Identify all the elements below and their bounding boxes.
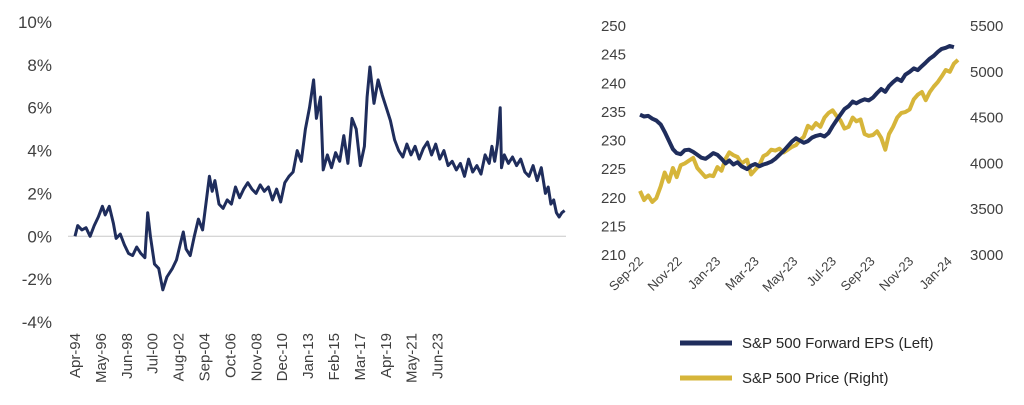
right-chart: 210 215 220 225 230 235 240 245 250 3000 3500 4000…: [601, 18, 1003, 295]
legend-label-eps: S&P 500 Forward EPS (Left): [742, 335, 933, 352]
right-chart-x-tick-label: Sep-23: [837, 254, 877, 294]
left-y-tick-label: 0%: [27, 227, 52, 246]
left-y-tick-label: -2%: [22, 270, 52, 289]
right-chart-x-tick-label: Jan-24: [916, 254, 955, 293]
right-chart-left-y-tick-label: 210: [601, 247, 626, 264]
right-chart-left-y-tick-label: 250: [601, 18, 626, 35]
right-chart-x-tick-label: Jul-23: [803, 254, 839, 290]
left-x-tick-label: Oct-06: [222, 333, 239, 378]
left-y-tick-label: 2%: [27, 184, 52, 203]
right-chart-left-y-tick-label: 225: [601, 161, 626, 178]
right-chart-right-y-tick-label: 4000: [970, 155, 1003, 172]
left-y-tick-label: -4%: [22, 313, 52, 332]
left-x-tick-label: Jun-23: [430, 333, 447, 379]
left-x-tick-label: Nov-08: [248, 333, 265, 381]
legend: S&P 500 Forward EPS (Left) S&P 500 Price…: [680, 335, 933, 387]
right-chart-left-y-tick-label: 220: [601, 190, 626, 207]
right-chart-x-tick-label: Nov-23: [876, 254, 916, 294]
left-x-tick-label: Sep-04: [197, 333, 214, 381]
left-x-axis: Apr-94 May-96 Jun-98 Jul-00 Aug-02 Sep-04 Oct-…: [67, 333, 447, 383]
left-chart: -4% -2% 0% 2% 4% 6% 8% 10% Apr-94 May-96 Jun-98 Ju…: [18, 13, 566, 383]
right-chart-left-y-tick-label: 235: [601, 104, 626, 121]
left-x-tick-label: Apr-94: [67, 333, 84, 378]
left-x-tick-label: Dec-10: [274, 333, 291, 381]
left-y-tick-label: 4%: [27, 142, 52, 161]
series-line-price: [638, 58, 960, 204]
right-chart-left-y-tick-label: 245: [601, 47, 626, 64]
left-y-tick-label: 10%: [18, 13, 52, 32]
series-line-forward-eps: [639, 44, 955, 172]
right-chart-right-y-tick-label: 5500: [970, 18, 1003, 35]
right-chart-right-y-tick-label: 3000: [970, 247, 1003, 264]
left-x-tick-label: Aug-02: [171, 333, 188, 381]
right-chart-right-y-tick-label: 4500: [970, 110, 1003, 127]
right-chart-left-y-tick-label: 240: [601, 75, 626, 92]
left-x-tick-label: Jul-00: [145, 333, 162, 374]
right-chart-x-tick-label: Nov-22: [644, 254, 684, 294]
left-x-tick-label: Mar-17: [352, 333, 369, 381]
right-chart-left-y-tick-label: 230: [601, 133, 626, 150]
right-chart-left-y-axis: 210 215 220 225 230 235 240 245 250: [601, 18, 626, 264]
left-x-tick-label: Jun-98: [119, 333, 136, 379]
right-chart-series: [638, 44, 960, 204]
left-x-tick-label: Feb-15: [326, 333, 343, 381]
left-x-tick-label: May-96: [93, 333, 110, 383]
right-chart-x-tick-label: May-23: [759, 254, 800, 295]
right-chart-left-y-tick-label: 215: [601, 218, 626, 235]
left-series: [73, 65, 566, 292]
left-y-tick-label: 6%: [27, 99, 52, 118]
legend-label-price: S&P 500 Price (Right): [742, 370, 888, 387]
left-x-tick-label: Jan-13: [300, 333, 317, 379]
left-x-tick-label: May-21: [404, 333, 421, 383]
left-y-axis: -4% -2% 0% 2% 4% 6% 8% 10%: [18, 13, 52, 332]
right-chart-right-y-tick-label: 5000: [970, 64, 1003, 81]
right-chart-x-tick-label: Mar-23: [722, 254, 762, 294]
right-chart-right-y-axis: 3000 3500 4000 4500 5000 5500: [970, 18, 1003, 264]
series-line-left-chart-0: [73, 65, 566, 292]
right-chart-x-tick-label: Jan-23: [685, 254, 724, 293]
left-y-tick-label: 8%: [27, 56, 52, 75]
left-x-tick-label: Apr-19: [378, 333, 395, 378]
right-chart-right-y-tick-label: 3500: [970, 201, 1003, 218]
